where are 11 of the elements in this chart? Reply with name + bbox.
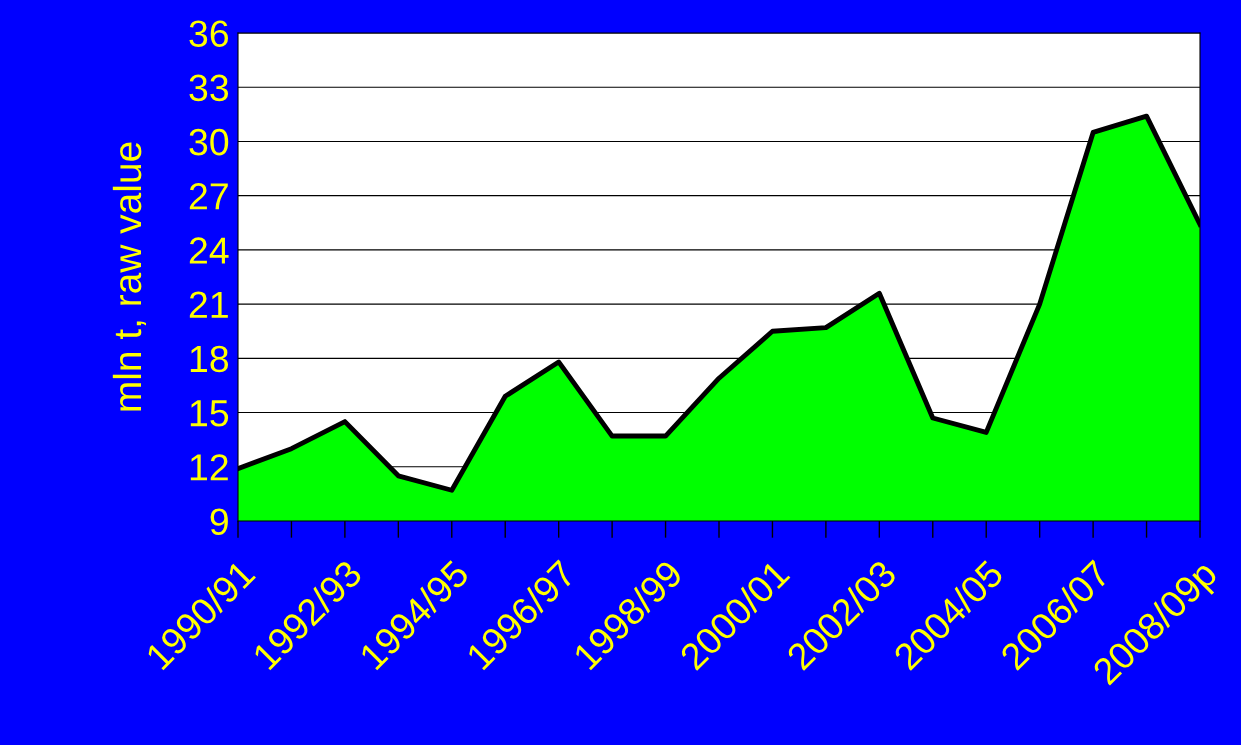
y-tick-label: 18 xyxy=(190,345,229,373)
y-tick-label: 33 xyxy=(189,74,229,102)
y-tick-label: 21 xyxy=(189,291,228,318)
y-tick-label: 9 xyxy=(210,508,228,535)
y-tick-label: 24 xyxy=(189,237,229,264)
y-axis-title: mln t, raw value xyxy=(112,142,146,411)
y-tick-label: 27 xyxy=(189,183,228,210)
y-tick-label: 12 xyxy=(190,454,228,481)
y-tick-label: 36 xyxy=(189,20,229,47)
y-tick-label: 15 xyxy=(190,400,229,427)
y-tick-label: 30 xyxy=(189,128,229,156)
